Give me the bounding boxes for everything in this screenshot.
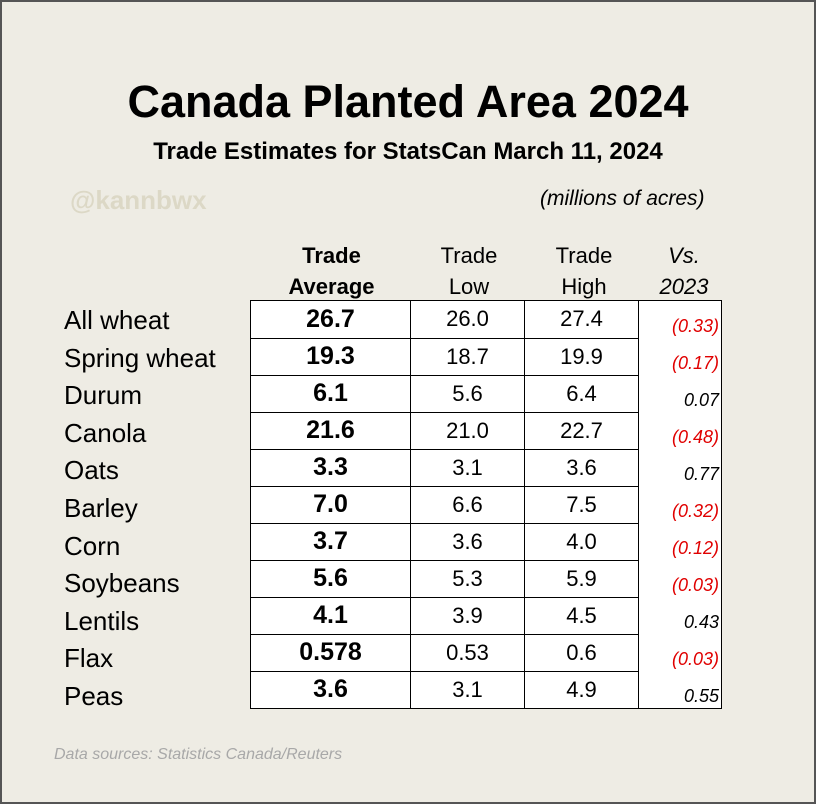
page-title: Canada Planted Area 2024 — [127, 76, 689, 127]
row-label: Corn — [64, 530, 121, 561]
vs-2023-cell: 0.77 — [638, 449, 722, 486]
row-label: Oats — [64, 455, 119, 486]
trade-low-cell: 6.6 — [410, 485, 525, 524]
row-label: Spring wheat — [64, 342, 216, 373]
column-header-line: Low — [448, 274, 490, 299]
row-label: Flax — [64, 643, 114, 674]
row-label: All wheat — [64, 305, 170, 335]
estimates-table: 26.7 26.0 27.4 (0.33) 19.3 18.7 19.9 (0.17) 6.1 5… — [250, 300, 722, 709]
trade-low-cell: 3.1 — [410, 448, 525, 487]
units-note: (millions of acres) — [540, 187, 705, 210]
table-row: 3.7 3.6 4.0 (0.12) — [250, 522, 722, 561]
trade-high-cell: 4.0 — [524, 522, 639, 561]
column-header-line: Trade — [440, 243, 498, 268]
trade-high-cell: 6.4 — [524, 374, 639, 413]
row-labels: All wheat Spring wheat Durum Canola Oats Barl… — [64, 300, 216, 714]
data-source-note: Data sources: Statistics Canada/Reuters — [54, 746, 343, 763]
trade-low-cell: 5.6 — [410, 374, 525, 413]
table-row: 3.6 3.1 4.9 0.55 — [250, 670, 722, 709]
table-row: 26.7 26.0 27.4 (0.33) — [250, 300, 722, 339]
trade-average-cell: 3.3 — [250, 448, 411, 487]
table-row: 19.3 18.7 19.9 (0.17) — [250, 337, 722, 376]
column-header-line: 2023 — [659, 274, 709, 299]
table-row: 0.578 0.53 0.6 (0.03) — [250, 633, 722, 672]
trade-high-cell: 3.6 — [524, 448, 639, 487]
column-header-trade-low: Trade Low — [412, 240, 526, 302]
table-row: 3.3 3.1 3.6 0.77 — [250, 448, 722, 487]
vs-2023-cell: 0.55 — [638, 671, 722, 709]
table-row: 6.1 5.6 6.4 0.07 — [250, 374, 722, 413]
column-header-vs-2023: Vs. 2023 — [642, 240, 726, 302]
column-header-line: Trade — [555, 243, 613, 268]
trade-low-cell: 18.7 — [410, 337, 525, 376]
trade-low-cell: 3.1 — [410, 670, 525, 709]
trade-high-cell: 4.5 — [524, 596, 639, 635]
column-header-line: High — [561, 274, 607, 299]
column-header-line: Vs. — [668, 243, 700, 268]
trade-average-cell: 26.7 — [250, 300, 411, 339]
trade-high-cell: 22.7 — [524, 411, 639, 450]
vs-2023-cell: 0.07 — [638, 375, 722, 412]
table-row: 21.6 21.0 22.7 (0.48) — [250, 411, 722, 450]
vs-2023-cell: (0.03) — [638, 634, 722, 671]
trade-high-cell: 7.5 — [524, 485, 639, 524]
trade-high-cell: 4.9 — [524, 670, 639, 709]
row-label: Soybeans — [64, 568, 180, 599]
trade-high-cell: 5.9 — [524, 559, 639, 598]
trade-low-cell: 0.53 — [410, 633, 525, 672]
trade-low-cell: 3.9 — [410, 596, 525, 635]
trade-low-cell: 3.6 — [410, 522, 525, 561]
trade-low-cell: 21.0 — [410, 411, 525, 450]
vs-2023-cell: (0.48) — [638, 412, 722, 449]
trade-average-cell: 5.6 — [250, 559, 411, 598]
trade-average-cell: 3.6 — [250, 670, 411, 709]
row-label: Lentils — [64, 605, 140, 636]
trade-average-cell: 19.3 — [250, 337, 411, 376]
vs-2023-cell: 0.43 — [638, 597, 722, 634]
row-label: Barley — [64, 492, 138, 523]
trade-average-cell: 0.578 — [250, 633, 411, 672]
row-label: Canola — [64, 417, 147, 448]
trade-average-cell: 21.6 — [250, 411, 411, 450]
trade-high-cell: 0.6 — [524, 633, 639, 672]
trade-average-cell: 6.1 — [250, 374, 411, 413]
vs-2023-cell: (0.17) — [638, 338, 722, 375]
table-row: 5.6 5.3 5.9 (0.03) — [250, 559, 722, 598]
row-label: Durum — [64, 380, 143, 411]
vs-2023-cell: (0.33) — [638, 300, 722, 338]
vs-2023-cell: (0.32) — [638, 486, 722, 523]
watermark-handle: @kannbwx — [70, 185, 207, 215]
trade-average-cell: 4.1 — [250, 596, 411, 635]
column-header-line: Average — [288, 274, 375, 299]
trade-low-cell: 5.3 — [410, 559, 525, 598]
trade-high-cell: 27.4 — [524, 300, 639, 339]
column-header-trade-high: Trade High — [527, 240, 641, 302]
table-row: 4.1 3.9 4.5 0.43 — [250, 596, 722, 635]
vs-2023-cell: (0.03) — [638, 560, 722, 597]
column-header-trade-average: Trade Average — [252, 240, 411, 302]
trade-average-cell: 3.7 — [250, 522, 411, 561]
column-header-line: Trade — [302, 243, 361, 268]
page-subtitle: Trade Estimates for StatsCan March 11, 2… — [153, 138, 663, 165]
table-row: 7.0 6.6 7.5 (0.32) — [250, 485, 722, 524]
row-label: Peas — [64, 680, 124, 711]
trade-high-cell: 19.9 — [524, 337, 639, 376]
vs-2023-cell: (0.12) — [638, 523, 722, 560]
trade-low-cell: 26.0 — [410, 300, 525, 339]
trade-average-cell: 7.0 — [250, 485, 411, 524]
